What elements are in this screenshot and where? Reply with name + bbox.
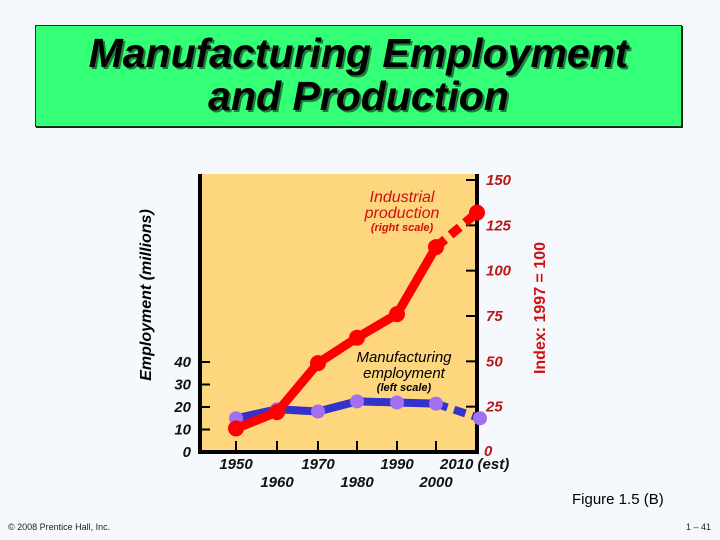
right-axis-title: Index: 1997 = 100	[532, 242, 549, 374]
slide-number: 1 – 41	[686, 522, 712, 532]
right-tick-label: 50	[486, 353, 503, 370]
left-tick-label: 40	[173, 354, 191, 371]
right-tick-label: 25	[485, 399, 503, 416]
data-point-marker	[473, 411, 487, 426]
x-tick-label: 1970	[301, 456, 335, 473]
title-banner: Manufacturing Employment and Production	[35, 25, 682, 127]
employment-label: Manufacturing	[356, 349, 452, 366]
right-tick-label: 125	[486, 217, 512, 234]
left-axis-ticks: 0 10 20 30 40	[173, 354, 210, 461]
data-point-marker	[389, 306, 405, 323]
data-point-marker	[228, 420, 244, 437]
right-tick-label: 150	[486, 172, 512, 189]
x-tick-label: 1990	[380, 456, 414, 473]
right-tick-label: 75	[486, 308, 503, 325]
left-axis-title: Employment (millions)	[138, 209, 155, 381]
left-tick-label: 20	[173, 399, 191, 416]
production-label: Industrial	[370, 189, 435, 206]
x-tick-label: 2010 (est)	[439, 456, 509, 473]
data-point-marker	[428, 239, 444, 256]
left-tick-label: 30	[174, 377, 191, 394]
left-tick-label: 0	[183, 444, 192, 461]
x-tick-label: 1950	[219, 456, 253, 473]
data-point-marker	[390, 395, 404, 410]
data-point-marker	[469, 204, 485, 221]
right-axis-ticks: 0 25 50 75 100 125 150	[466, 172, 512, 460]
slide-title-line1: Manufacturing Employment	[88, 30, 629, 76]
slide-title-line2: and Production	[208, 73, 509, 119]
right-tick-label: 100	[486, 263, 512, 280]
production-label-line2: production	[364, 205, 440, 222]
copyright-notice: © 2008 Prentice Hall, Inc.	[8, 522, 111, 532]
production-series	[228, 204, 485, 437]
data-point-marker	[310, 355, 326, 372]
data-point-marker	[311, 404, 325, 419]
right-tick-label: 0	[484, 443, 493, 460]
data-point-marker	[349, 329, 365, 346]
figure-label: Figure 1.5 (B)	[572, 491, 664, 508]
production-sublabel: (right scale)	[371, 222, 434, 234]
employment-sublabel: (left scale)	[377, 382, 432, 394]
data-point-marker	[350, 394, 364, 409]
data-point-marker	[429, 396, 443, 411]
data-point-marker	[269, 404, 285, 421]
x-tick-label: 1960	[260, 474, 294, 491]
left-tick-label: 10	[174, 422, 191, 439]
x-tick-label: 1980	[340, 474, 374, 491]
employment-label-line2: employment	[363, 365, 446, 382]
x-tick-label: 2000	[418, 474, 453, 491]
